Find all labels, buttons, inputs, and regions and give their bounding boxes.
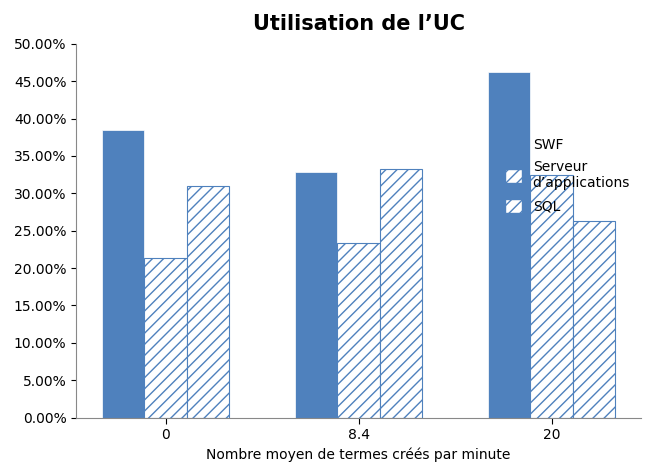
X-axis label: Nombre moyen de termes créés par minute: Nombre moyen de termes créés par minute	[206, 447, 511, 462]
Bar	[144, 258, 187, 417]
Bar	[573, 221, 616, 417]
Bar	[337, 243, 380, 417]
Bar	[102, 130, 144, 417]
Bar	[380, 169, 422, 417]
Legend: SWF, Serveur
d’applications, SQL: SWF, Serveur d’applications, SQL	[500, 133, 634, 218]
Bar	[531, 175, 573, 417]
Bar	[488, 72, 531, 417]
Title: Utilisation de l’UC: Utilisation de l’UC	[253, 14, 464, 34]
Bar	[187, 186, 229, 417]
Bar	[295, 172, 337, 417]
